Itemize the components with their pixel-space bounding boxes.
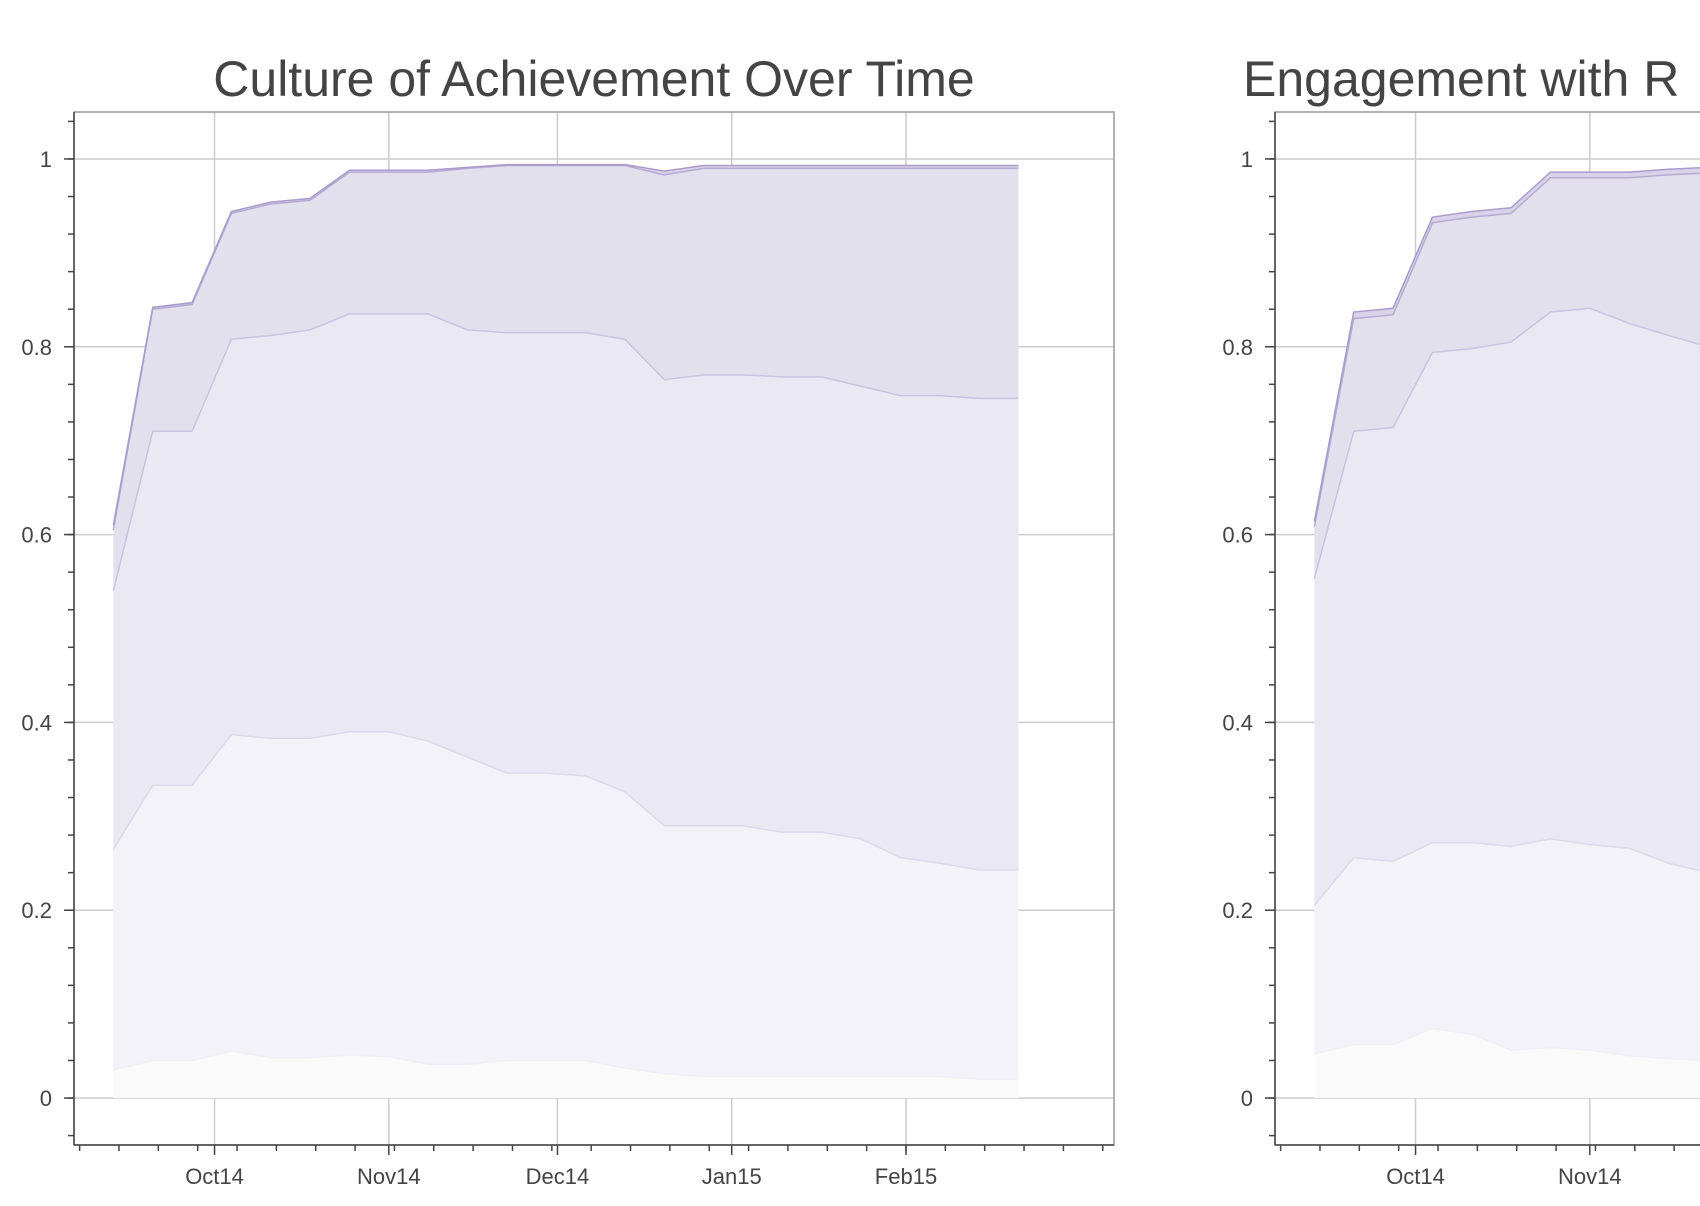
series-line-4 bbox=[1313, 167, 1700, 522]
y-tick-label: 0.6 bbox=[21, 523, 52, 548]
area-band-1 bbox=[1314, 838, 1700, 1061]
y-tick-label: 0.2 bbox=[1222, 898, 1253, 923]
chart-panel-engagement: 0 0.2 0.4 0.6 0.8 1 Oct14 Nov14 Engagement with … bbox=[1222, 51, 1700, 1189]
chart-title: Culture of Achievement Over Time bbox=[213, 51, 974, 107]
x-tick-label: Nov14 bbox=[357, 1164, 421, 1189]
y-tick-label: 1 bbox=[1241, 147, 1253, 172]
y-tick-label: 0 bbox=[1241, 1086, 1253, 1111]
series-line-2 bbox=[1313, 307, 1700, 579]
area-band-2 bbox=[1314, 308, 1700, 906]
series-line-0 bbox=[113, 1050, 1019, 1081]
y-tick-label: 0.4 bbox=[1222, 710, 1253, 735]
chart-title: Engagement with R bbox=[1243, 51, 1679, 107]
x-tick-label: Oct14 bbox=[185, 1164, 244, 1189]
area-band-3 bbox=[113, 165, 1019, 591]
y-tick-label: 0.4 bbox=[21, 710, 52, 735]
y-tick-label: 1 bbox=[40, 147, 52, 172]
chart-panel-culture-of-achievement: 0 0.2 0.4 0.6 0.8 1 Oct14 Nov14 Dec14 Jan15 Feb15 C… bbox=[21, 51, 1115, 1189]
x-tick-label: Feb15 bbox=[875, 1164, 937, 1189]
series-line-1 bbox=[1313, 838, 1700, 907]
y-tick-label: 0 bbox=[40, 1086, 52, 1111]
area-band-0 bbox=[113, 1051, 1019, 1099]
x-tick-label: Jan15 bbox=[702, 1164, 762, 1189]
series-line-2 bbox=[112, 313, 1019, 592]
y-tick-label: 0.2 bbox=[21, 898, 52, 923]
y-tick-label: 0.6 bbox=[1222, 523, 1253, 548]
y-tick-label: 0.8 bbox=[1222, 335, 1253, 360]
x-tick-label: Nov14 bbox=[1558, 1164, 1622, 1189]
x-tick-label: Oct14 bbox=[1386, 1164, 1445, 1189]
series-line-1 bbox=[112, 731, 1019, 871]
y-tick-label: 0.8 bbox=[21, 335, 52, 360]
series-line-0 bbox=[1314, 1027, 1700, 1061]
series-line-4 bbox=[112, 163, 1019, 526]
area-band-2 bbox=[113, 313, 1019, 870]
area-band-0 bbox=[1314, 1028, 1700, 1099]
series-line-3 bbox=[112, 164, 1019, 531]
x-tick-label: Dec14 bbox=[526, 1164, 590, 1189]
area-band-1 bbox=[113, 731, 1019, 1080]
series-line-3 bbox=[1313, 172, 1700, 528]
